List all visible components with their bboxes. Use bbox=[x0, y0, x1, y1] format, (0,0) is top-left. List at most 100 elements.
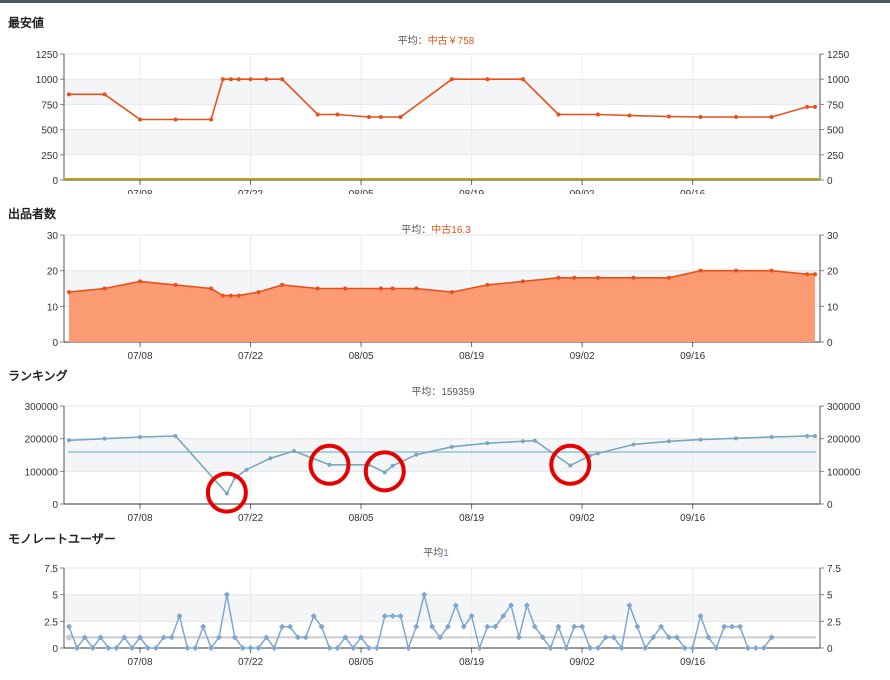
seller-count-data-point bbox=[414, 286, 419, 291]
min-price-y-tick-label-left: 1250 bbox=[36, 50, 59, 61]
min-price-data-point bbox=[173, 117, 178, 122]
min-price-band bbox=[64, 129, 820, 155]
min-price-data-point bbox=[734, 115, 739, 119]
seller-count-data-point bbox=[343, 286, 348, 291]
ranking-x-tick-label: 09/16 bbox=[680, 513, 705, 524]
min-price-band bbox=[64, 79, 820, 105]
seller-count-area-fill bbox=[69, 270, 815, 342]
min-price-data-point bbox=[666, 114, 671, 119]
monorate-users-data-point bbox=[389, 613, 396, 619]
seller-count-data-point bbox=[378, 286, 383, 291]
seller-count-x-tick-label: 07/08 bbox=[128, 351, 153, 362]
min-price-x-tick-label: 09/16 bbox=[680, 189, 705, 194]
ranking-x-tick-label: 07/22 bbox=[238, 513, 263, 524]
monorate-users-y-tick-label-left: 7.5 bbox=[44, 564, 58, 575]
min-price-data-point bbox=[769, 115, 774, 119]
ranking-data-point bbox=[173, 434, 178, 439]
seller-count-data-point bbox=[769, 268, 774, 273]
monorate-users-data-point bbox=[160, 634, 167, 641]
min-price-y-tick-label-left: 750 bbox=[41, 100, 58, 111]
monorate-users-subtitle-value: 1 bbox=[443, 548, 449, 559]
monorate-users-data-point bbox=[634, 623, 641, 630]
ranking-data-point bbox=[268, 456, 273, 461]
monorate-users-data-point bbox=[200, 623, 207, 630]
seller-count-data-point bbox=[572, 275, 577, 280]
ranking-subtitle-value: 159359 bbox=[441, 387, 475, 398]
seller-count-data-point bbox=[449, 290, 454, 295]
ranking-data-point bbox=[813, 434, 817, 439]
min-price-data-point bbox=[366, 115, 371, 119]
monorate-users-x-tick-label: 07/08 bbox=[128, 657, 153, 668]
monorate-users-data-point bbox=[144, 645, 151, 651]
monorate-users-subtitle: 平均1 bbox=[423, 547, 449, 559]
seller-count-y-tick-label-left: 30 bbox=[47, 231, 59, 242]
ranking-title: ランキング bbox=[8, 369, 68, 383]
monorate-users-data-point bbox=[89, 645, 96, 651]
min-price-x-tick-label: 07/22 bbox=[238, 189, 263, 194]
seller-count-data-point bbox=[228, 293, 233, 298]
min-price-x-tick-label: 08/19 bbox=[459, 189, 484, 194]
ranking-y-tick-label-left: 0 bbox=[52, 500, 58, 511]
monorate-users-title: モノレートユーザー bbox=[8, 532, 116, 546]
monorate-users-data-point bbox=[176, 613, 183, 619]
seller-count-data-point bbox=[631, 275, 636, 280]
monorate-users-data-point bbox=[413, 623, 420, 630]
monorate-users-chart: 平均1 0 0 2.5 2.5 5 5 7.5 7.5 07/08 07/22 08/05 08/19 0… bbox=[44, 547, 841, 668]
ranking-data-point bbox=[382, 470, 387, 475]
min-price-data-point bbox=[248, 77, 253, 82]
seller-count-y-tick-label-right: 30 bbox=[827, 231, 839, 242]
ranking-subtitle: 平均：159359 bbox=[411, 386, 475, 398]
monorate-users-data-point bbox=[129, 645, 136, 651]
monorate-users-data-point bbox=[137, 634, 144, 641]
min-price-data-point bbox=[228, 77, 233, 82]
min-price-x-tick-label: 08/05 bbox=[349, 189, 374, 194]
seller-count-data-point bbox=[102, 286, 107, 291]
ranking-data-point bbox=[244, 467, 249, 472]
monorate-users-x-tick-label: 08/05 bbox=[349, 657, 374, 668]
ranking-data-point bbox=[414, 452, 419, 457]
ranking-subtitle-label: 平均： bbox=[411, 386, 441, 398]
seller-count-chart: 平均：中古16.3 0 0 10 10 20 20 30 30 07/08 07/22 08/05 08… bbox=[47, 223, 839, 362]
monorate-users-data-point bbox=[579, 623, 586, 630]
min-price-y-tick-label-right: 1250 bbox=[827, 50, 850, 61]
monorate-users-series-line bbox=[68, 594, 773, 651]
min-price-title: 最安値 bbox=[8, 16, 45, 30]
monorate-users-data-point bbox=[650, 634, 657, 641]
min-price-panel: 最安値 平均：中古￥758 0 0 250 250 500 500 750 750 1000 100… bbox=[0, 14, 890, 194]
min-price-x-tick-label: 07/08 bbox=[128, 189, 153, 194]
monorate-users-y-tick-label-right: 0 bbox=[827, 644, 833, 655]
ranking-data-point bbox=[520, 439, 525, 444]
min-price-y-tick-label-right: 500 bbox=[827, 126, 844, 137]
min-price-data-point bbox=[67, 92, 71, 97]
seller-count-data-point bbox=[209, 286, 214, 291]
monorate-users-data-point bbox=[523, 602, 530, 609]
min-price-y-tick-label-left: 0 bbox=[52, 176, 58, 187]
monorate-users-data-point bbox=[768, 634, 775, 641]
ranking-data-point bbox=[568, 463, 573, 468]
seller-count-y-tick-label-right: 20 bbox=[827, 267, 839, 278]
ranking-data-point bbox=[449, 444, 454, 449]
monorate-users-y-tick-label-left: 5 bbox=[52, 591, 58, 602]
monorate-users-data-point bbox=[665, 634, 672, 641]
min-price-series-line bbox=[69, 78, 815, 121]
seller-count-x-tick-label: 09/16 bbox=[680, 351, 705, 362]
min-price-data-point bbox=[138, 117, 143, 122]
monorate-users-data-point bbox=[744, 645, 751, 651]
min-price-y-tick-label-left: 500 bbox=[41, 126, 58, 137]
monorate-users-data-point bbox=[215, 634, 222, 641]
ranking-data-point bbox=[532, 438, 537, 443]
min-price-data-point bbox=[209, 117, 214, 122]
min-price-subtitle-label: 平均： bbox=[398, 35, 428, 47]
top-border bbox=[0, 0, 890, 3]
monorate-users-data-point bbox=[681, 645, 688, 651]
seller-count-data-point bbox=[280, 282, 285, 287]
monorate-users-data-point bbox=[658, 623, 665, 630]
monorate-users-data-point bbox=[444, 623, 451, 630]
min-price-y-tick-label-left: 250 bbox=[41, 151, 58, 162]
ranking-data-point bbox=[102, 436, 107, 441]
seller-count-x-tick-label: 07/22 bbox=[238, 351, 263, 362]
seller-count-data-point bbox=[138, 279, 143, 284]
seller-count-series-line bbox=[68, 269, 815, 297]
min-price-y-tick-label-right: 250 bbox=[827, 151, 844, 162]
min-price-subtitle-value: 中古￥758 bbox=[428, 34, 475, 47]
